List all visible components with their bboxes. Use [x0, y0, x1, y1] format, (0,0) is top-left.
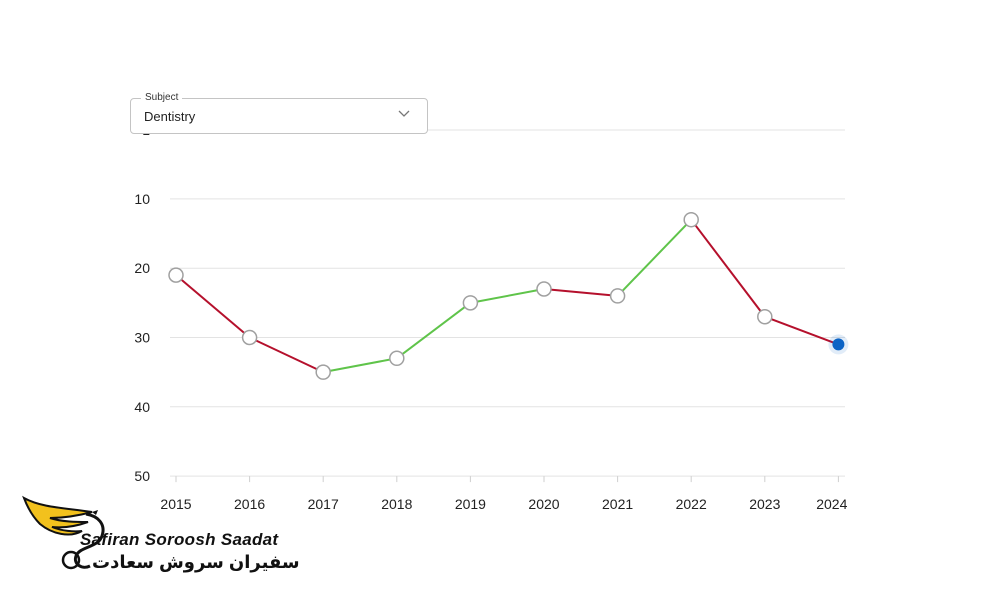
x-tick-label: 2019 [455, 496, 486, 512]
x-tick-label: 2021 [602, 496, 633, 512]
x-tick-label: 2020 [528, 496, 559, 512]
data-point[interactable] [241, 329, 258, 346]
x-tick-label: 2023 [749, 496, 780, 512]
series-lines [175, 218, 839, 374]
series-segment [690, 219, 766, 318]
subject-select-label: Subject [141, 92, 183, 103]
data-point[interactable] [462, 295, 479, 311]
data-point-highlighted[interactable] [832, 338, 845, 351]
y-tick-label: 40 [134, 399, 150, 415]
x-tick-label: 2017 [308, 496, 339, 512]
series-segment [396, 302, 472, 360]
wing-emblem-icon [22, 495, 105, 570]
data-point[interactable] [683, 211, 699, 228]
series-segment [470, 288, 545, 304]
series-segment [175, 274, 251, 339]
chevron-down-icon[interactable] [397, 107, 411, 121]
series-segment [764, 315, 839, 346]
x-tick-label: 2018 [381, 496, 412, 512]
logo-text-persian: سفیران سروش سعادت [92, 552, 300, 572]
x-tick-label: 2024 [816, 496, 847, 512]
x-tick-label: 2022 [676, 496, 707, 512]
y-tick-label: 10 [134, 191, 150, 207]
x-axis-ticks: 2015 2016 2017 2018 2019 2020 2021 2022 2023 2024 [160, 476, 848, 512]
subject-select-value: Dentistry [144, 109, 196, 124]
logo-text-english: Safiran Soroosh Saadat [80, 530, 279, 549]
series-segment [249, 336, 324, 374]
y-tick-label: 30 [134, 330, 150, 346]
brand-logo: Safiran Soroosh Saadat سفیران سروش سعادت [22, 494, 300, 574]
y-tick-label: 20 [134, 260, 150, 276]
series-segment [543, 287, 618, 297]
data-point[interactable] [536, 281, 552, 297]
data-point[interactable] [389, 350, 405, 367]
series-points [168, 211, 849, 380]
data-point[interactable] [315, 364, 331, 380]
grid-lines [170, 129, 845, 477]
subject-select[interactable]: Subject Dentistry [130, 92, 428, 134]
series-segment [616, 218, 692, 297]
series-segment [323, 357, 397, 374]
y-tick-label: 50 [134, 468, 150, 484]
x-tick-label: 2015 [160, 496, 191, 512]
y-axis-ticks: 11020304050 [134, 122, 150, 484]
data-point[interactable] [168, 267, 184, 283]
data-point[interactable] [609, 288, 626, 304]
data-point[interactable] [757, 308, 773, 325]
x-tick-label: 2016 [234, 496, 265, 512]
